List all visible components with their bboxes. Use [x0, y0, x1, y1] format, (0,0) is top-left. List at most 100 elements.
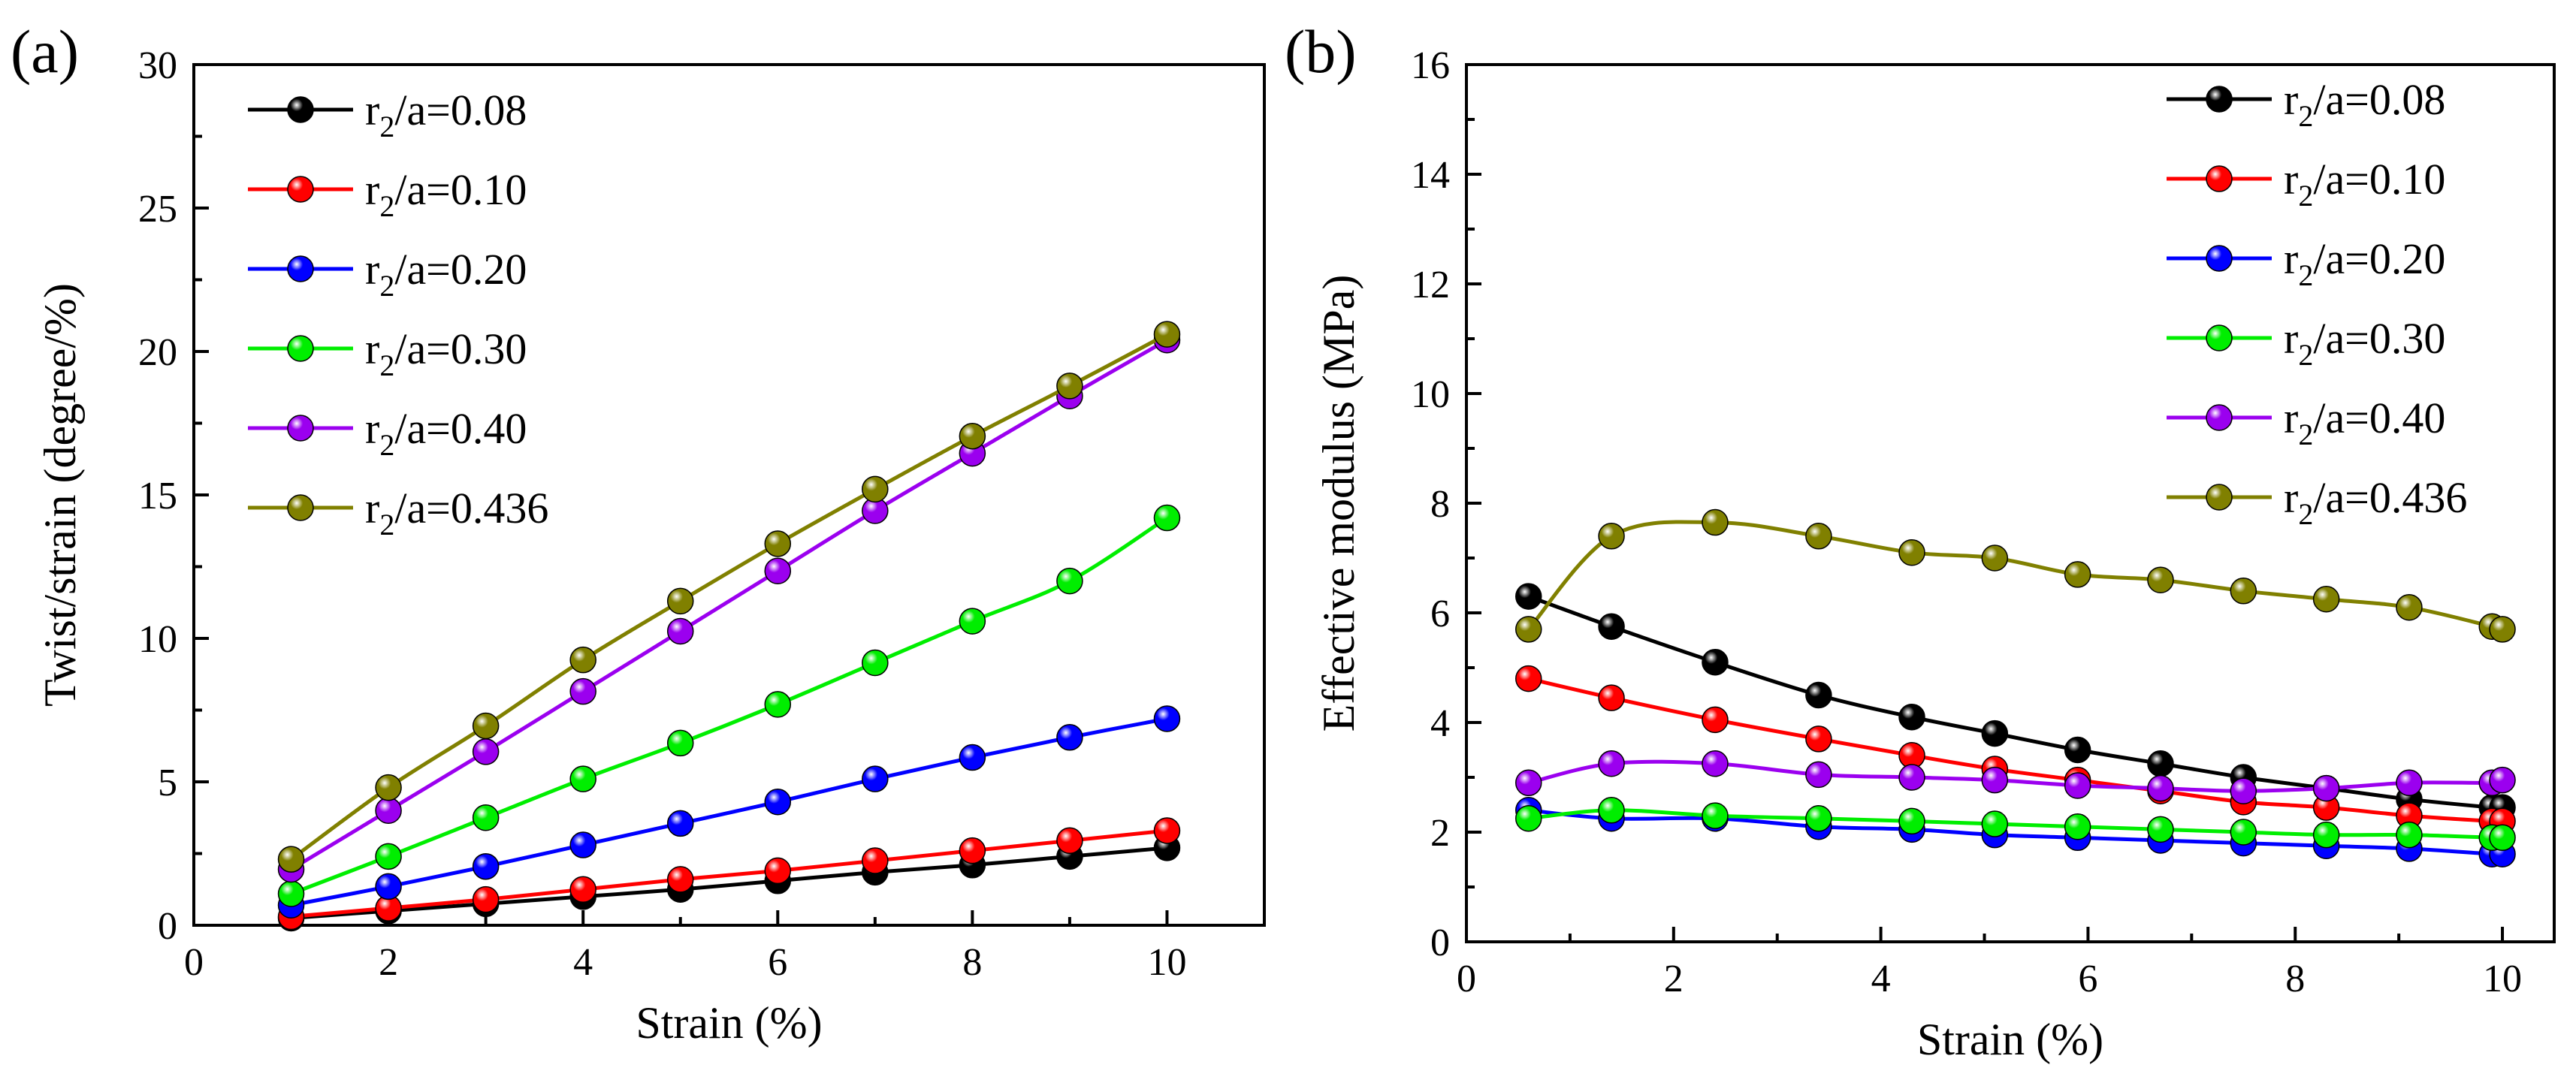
- data-point: [862, 475, 889, 503]
- data-point: [1898, 538, 1925, 566]
- data-point: [2396, 593, 2423, 621]
- data-point: [1514, 616, 1542, 643]
- legend-label: r2/a=0.20: [2284, 234, 2445, 292]
- series-line: [291, 716, 1167, 907]
- data-point: [1598, 613, 1625, 640]
- data-point: [2064, 736, 2091, 764]
- x-tick-label: 4: [1871, 958, 1891, 1000]
- y-tick-label: 10: [138, 618, 177, 661]
- y-tick-label: 6: [1430, 593, 1450, 635]
- data-point: [1805, 805, 1832, 832]
- data-point: [1981, 766, 2009, 794]
- x-axis-label: Strain (%): [636, 998, 822, 1048]
- y-tick-label: 8: [1430, 483, 1450, 526]
- series-r2/a=0.436: [277, 321, 1181, 873]
- x-tick-label: 10: [1147, 941, 1186, 984]
- data-point: [764, 857, 792, 885]
- data-point: [2230, 578, 2257, 605]
- data-point: [1514, 769, 1542, 797]
- data-point: [569, 876, 596, 903]
- data-point: [1056, 567, 1083, 595]
- x-axis-label: Strain (%): [1917, 1015, 2103, 1064]
- data-point: [569, 831, 596, 858]
- data-point: [862, 649, 889, 677]
- legend-label: r2/a=0.40: [365, 404, 527, 462]
- data-point: [1702, 802, 1729, 829]
- data-point: [2147, 774, 2174, 802]
- y-tick-label: 10: [1411, 373, 1450, 416]
- data-point: [1056, 724, 1083, 751]
- legend-marker: [287, 335, 314, 362]
- data-point: [2489, 616, 2516, 643]
- data-point: [472, 738, 500, 765]
- data-point: [1702, 508, 1729, 536]
- x-tick-label: 0: [1457, 958, 1476, 1000]
- data-point: [472, 885, 500, 913]
- data-point: [2312, 586, 2340, 613]
- data-point: [1514, 583, 1542, 610]
- series-line: [290, 338, 1168, 871]
- data-point: [2230, 819, 2257, 846]
- legend-marker: [287, 176, 314, 203]
- data-point: [1598, 523, 1625, 550]
- data-point: [1898, 764, 1925, 791]
- data-point: [862, 847, 889, 874]
- data-point: [2312, 821, 2340, 849]
- series-r2/a=0.20: [1514, 797, 2516, 867]
- data-point: [1056, 827, 1083, 855]
- data-point: [569, 765, 596, 792]
- data-point: [2230, 777, 2257, 804]
- legend-marker: [2206, 484, 2233, 511]
- data-point: [2489, 766, 2516, 794]
- series-r2/a=0.10: [1514, 665, 2516, 835]
- y-tick-label: 20: [138, 331, 177, 374]
- data-point: [2489, 824, 2516, 852]
- series-line: [1527, 520, 2505, 632]
- legend-marker: [287, 494, 314, 521]
- y-tick-label: 4: [1430, 702, 1450, 745]
- data-point: [862, 765, 889, 792]
- series-r2/a=0.436: [1514, 508, 2516, 643]
- x-tick-label: 2: [379, 941, 398, 984]
- panel-b: (b) 0 2 4 6 8 10 0 2 4 6 8 10 12 14 16 Strain (%) Effecti…: [1285, 17, 2556, 1064]
- data-point: [1805, 523, 1832, 550]
- data-point: [375, 797, 402, 824]
- panel-label: (b): [1285, 17, 1357, 86]
- series-r2/a=0.30: [1514, 797, 2516, 852]
- y-axis-label: Twist/strain (degree/%): [35, 283, 85, 707]
- data-point: [569, 677, 596, 705]
- y-tick-label: 16: [1411, 44, 1450, 87]
- x-tick-label: 8: [962, 941, 982, 984]
- x-tick-label: 4: [573, 941, 593, 984]
- series-r2/a=0.10: [277, 817, 1181, 931]
- data-point: [2147, 750, 2174, 777]
- data-point: [569, 646, 596, 674]
- series-line: [291, 846, 1167, 920]
- data-point: [666, 587, 694, 615]
- data-point: [2396, 769, 2423, 797]
- y-tick-label: 15: [138, 475, 177, 517]
- data-point: [1702, 750, 1729, 777]
- data-point: [1598, 797, 1625, 824]
- legend: r2/a=0.08 r2/a=0.10 r2/a=0.20 r2/a=0.30 r2/a…: [2167, 75, 2467, 531]
- data-point: [1898, 807, 1925, 835]
- data-point: [666, 617, 694, 645]
- series-line: [1528, 808, 2505, 840]
- legend-marker: [2206, 324, 2233, 351]
- data-point: [1056, 373, 1083, 400]
- data-point: [959, 422, 986, 450]
- data-point: [375, 873, 402, 900]
- y-tick-label: 2: [1430, 812, 1450, 855]
- data-point: [1514, 665, 1542, 692]
- legend-label: r2/a=0.08: [2284, 75, 2445, 133]
- y-tick-label: 25: [138, 188, 177, 231]
- data-point: [2064, 813, 2091, 840]
- data-point: [959, 837, 986, 864]
- legend-label: r2/a=0.20: [365, 245, 527, 303]
- x-tick-label: 0: [184, 941, 204, 984]
- data-point: [375, 843, 402, 870]
- data-point: [2064, 561, 2091, 588]
- plot-frame: [192, 63, 1266, 927]
- series-r2/a=0.40: [1514, 750, 2516, 804]
